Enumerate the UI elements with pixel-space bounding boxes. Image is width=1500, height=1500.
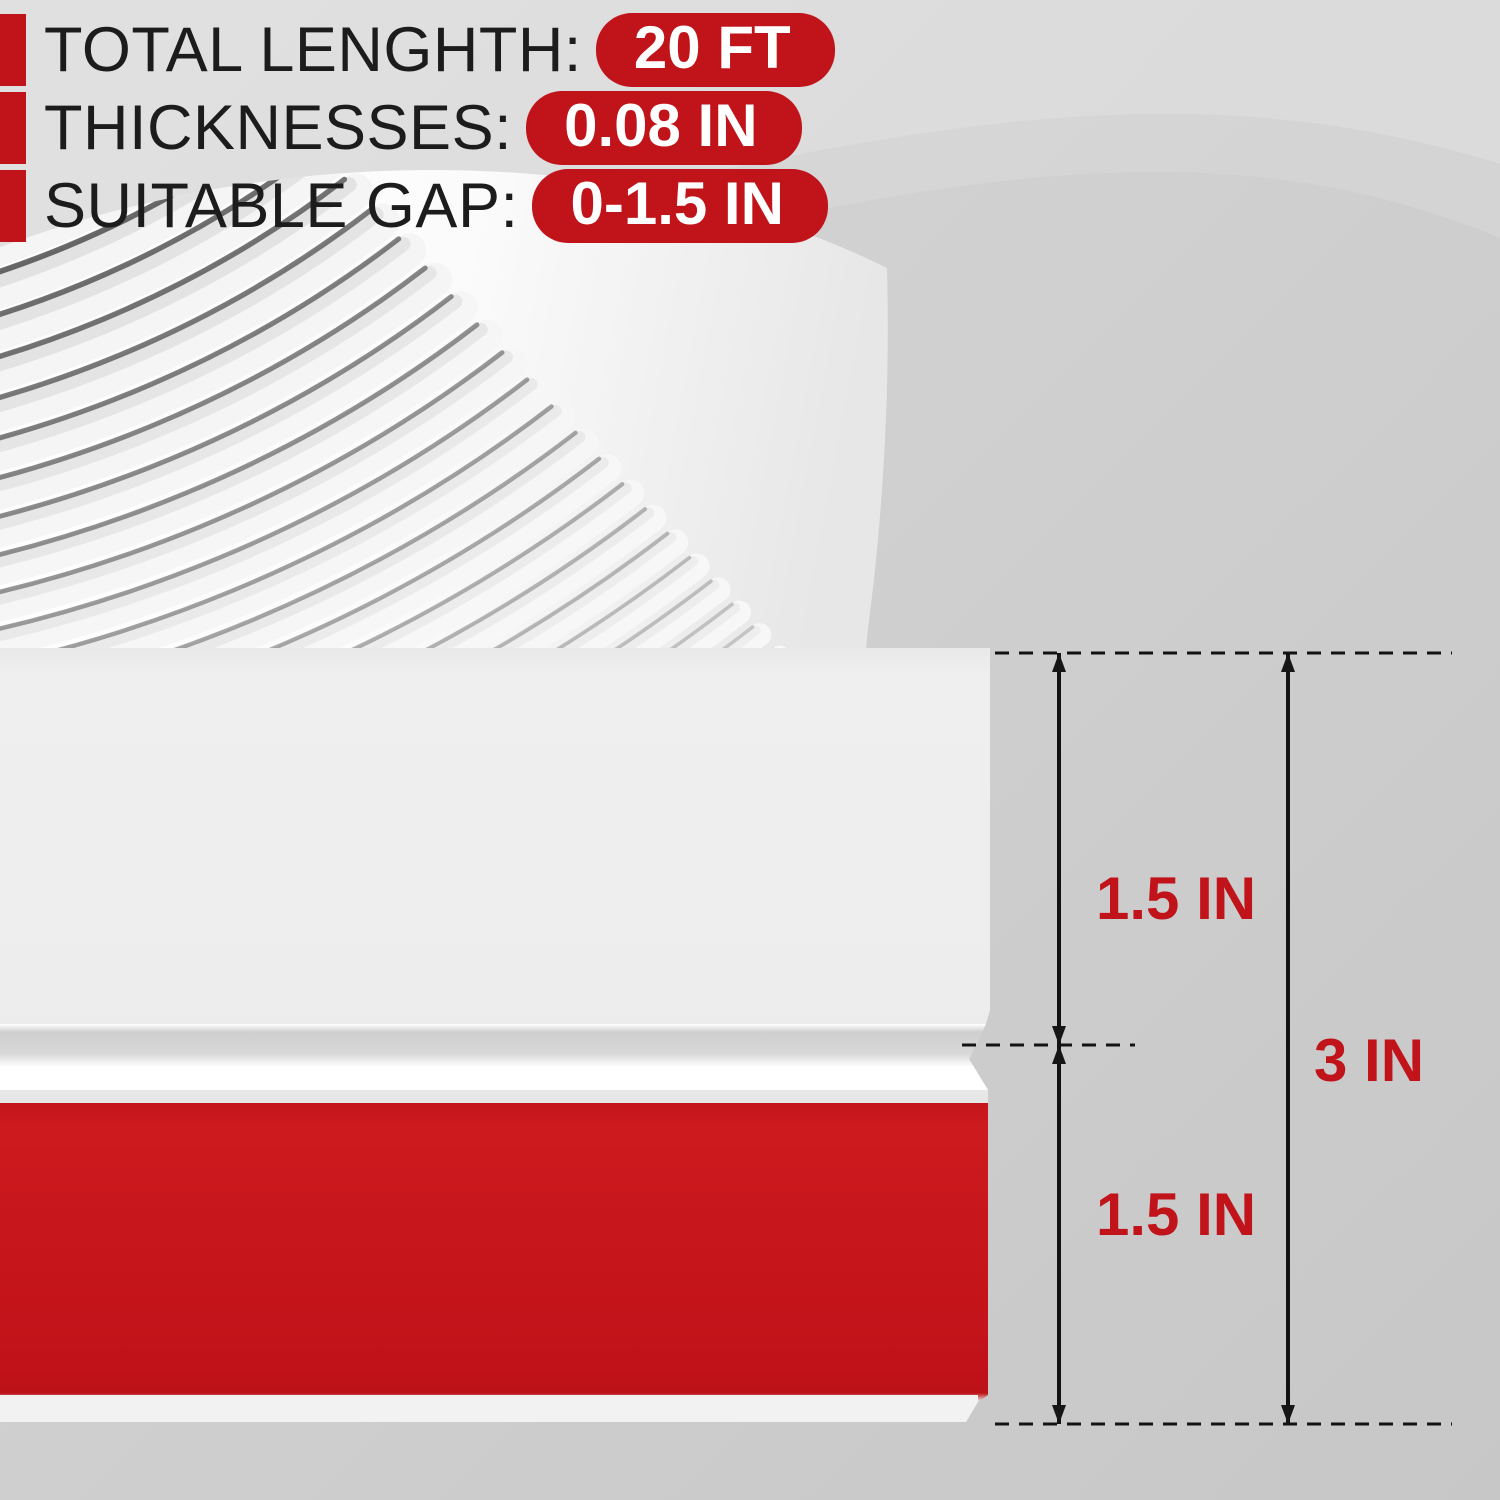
svg-text:3 IN: 3 IN — [1314, 1027, 1424, 1094]
svg-text:1.5 IN: 1.5 IN — [1096, 1181, 1256, 1248]
svg-text:1.5 IN: 1.5 IN — [1096, 865, 1256, 932]
